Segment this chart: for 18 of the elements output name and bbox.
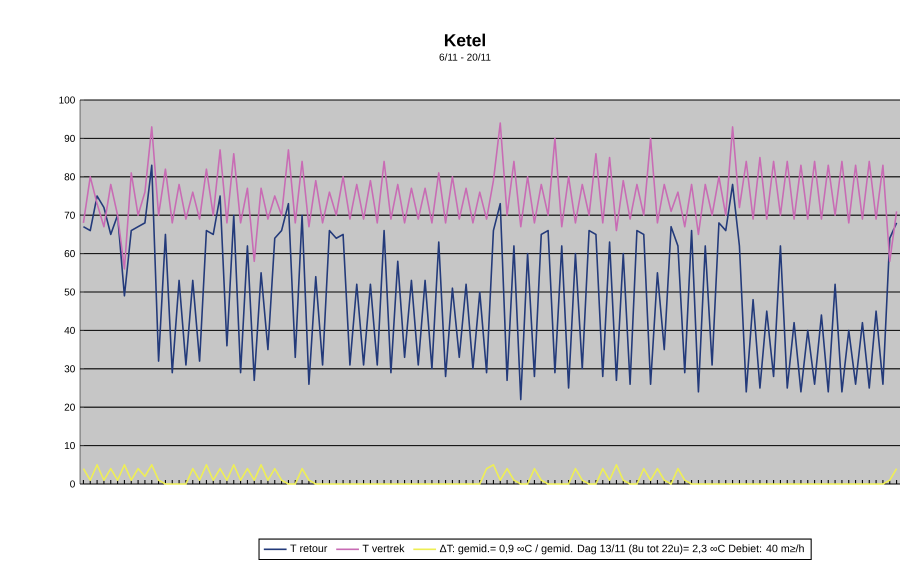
y-tick-label: 20	[64, 404, 75, 411]
chart-subtitle: 6/11 - 20/11	[440, 53, 490, 61]
y-tick-label: 50	[64, 288, 75, 296]
y-tick-label: 80	[64, 173, 75, 180]
chart-title: Ketel	[444, 34, 485, 46]
y-tick-label: 0	[70, 480, 75, 488]
legend-label: ΔT: gemid.= 0,9 ∞C / gemid. Dag 13/11 (8u tot 22u)= 2,3 ∞C Debiet: 40 m≥/h	[440, 544, 804, 554]
legend-label: T vertrek	[362, 544, 405, 552]
y-tick-label: 30	[64, 365, 75, 372]
y-tick-label: 10	[64, 442, 75, 450]
legend-label: T retour	[290, 544, 328, 552]
y-tick-label: 60	[64, 250, 75, 258]
line-series	[82, 122, 898, 270]
y-tick-label: 40	[64, 326, 75, 334]
line-series	[82, 164, 898, 400]
y-tick-label: 70	[64, 212, 75, 219]
y-tick-label: 90	[64, 134, 75, 142]
y-tick-label: 100	[59, 96, 75, 104]
